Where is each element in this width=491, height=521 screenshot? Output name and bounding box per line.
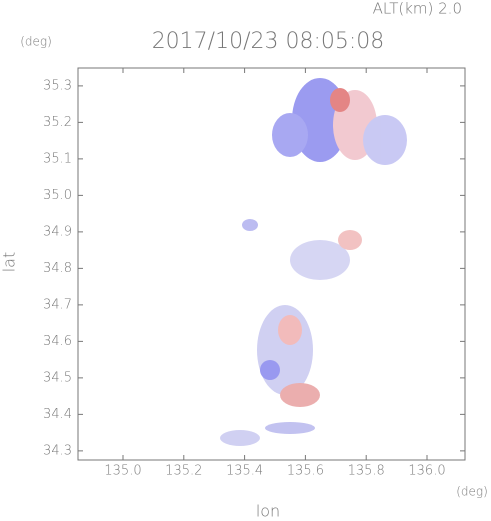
echo xyxy=(290,240,350,280)
echo xyxy=(220,430,260,446)
echo xyxy=(278,315,302,345)
y-tick-label: 34.7 xyxy=(43,297,72,312)
chart-subtitle: ALT(km) 2.0 xyxy=(373,0,462,18)
chart-title: 2017/10/23 08:05:08 xyxy=(152,29,385,54)
y-unit: (deg) xyxy=(20,35,52,49)
y-tick-label: 34.6 xyxy=(43,334,72,349)
echo xyxy=(330,88,350,112)
x-tick-label: 135.2 xyxy=(165,464,202,479)
echo xyxy=(272,113,308,157)
y-tick-label: 34.3 xyxy=(43,443,72,458)
x-axis-label: lon xyxy=(256,502,280,521)
y-axis-label: lat xyxy=(0,252,19,273)
x-tick-label: 135.0 xyxy=(104,464,141,479)
x-tick-label: 135.4 xyxy=(226,464,263,479)
echo xyxy=(280,383,320,407)
echo xyxy=(242,219,258,231)
echo xyxy=(260,360,280,380)
y-tick-label: 34.4 xyxy=(43,407,72,422)
y-tick-label: 35.2 xyxy=(43,115,72,130)
x-tick-label: 136.0 xyxy=(408,464,445,479)
y-tick-label: 35.0 xyxy=(43,188,72,203)
y-tick-label: 34.5 xyxy=(43,370,72,385)
echo xyxy=(265,422,315,434)
x-tick-label: 135.6 xyxy=(287,464,324,479)
y-tick-label: 34.8 xyxy=(43,261,72,276)
y-tick-label: 34.9 xyxy=(43,224,72,239)
echo xyxy=(338,230,362,250)
radar-echoes xyxy=(220,78,407,446)
y-tick-label: 35.1 xyxy=(43,151,72,166)
y-tick-label: 35.3 xyxy=(43,78,72,93)
echo xyxy=(363,115,407,165)
x-tick-label: 135.8 xyxy=(348,464,385,479)
x-unit: (deg) xyxy=(456,485,488,499)
plot-frame xyxy=(77,67,466,461)
